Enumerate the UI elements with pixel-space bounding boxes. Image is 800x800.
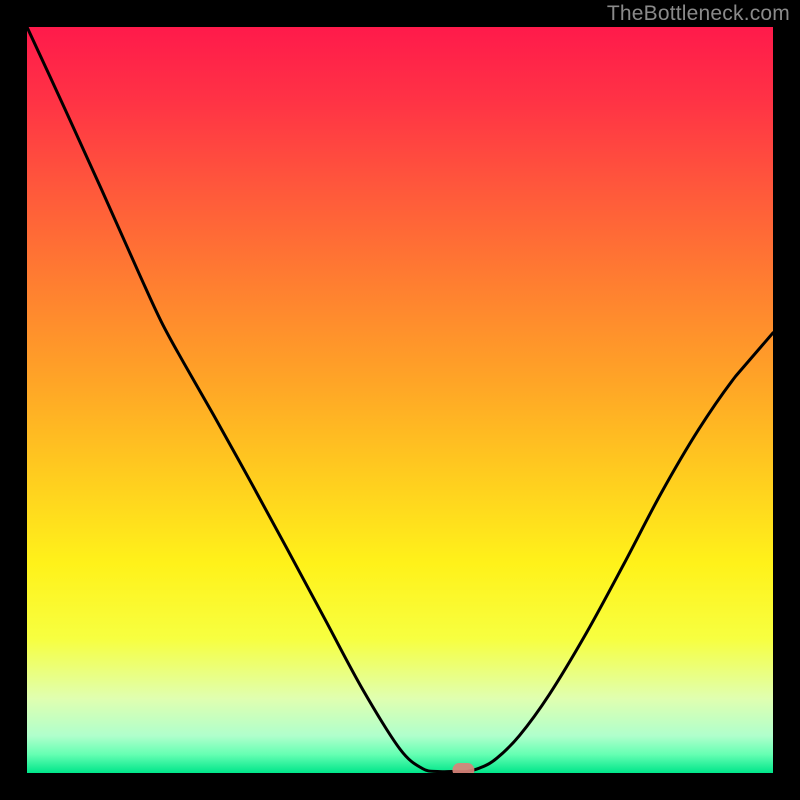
optimal-point-marker: [452, 763, 474, 773]
plot-svg: [27, 27, 773, 773]
watermark-label: TheBottleneck.com: [607, 2, 790, 26]
figure-root: TheBottleneck.com: [0, 0, 800, 800]
gradient-background: [27, 27, 773, 773]
plot-area: [27, 27, 773, 773]
